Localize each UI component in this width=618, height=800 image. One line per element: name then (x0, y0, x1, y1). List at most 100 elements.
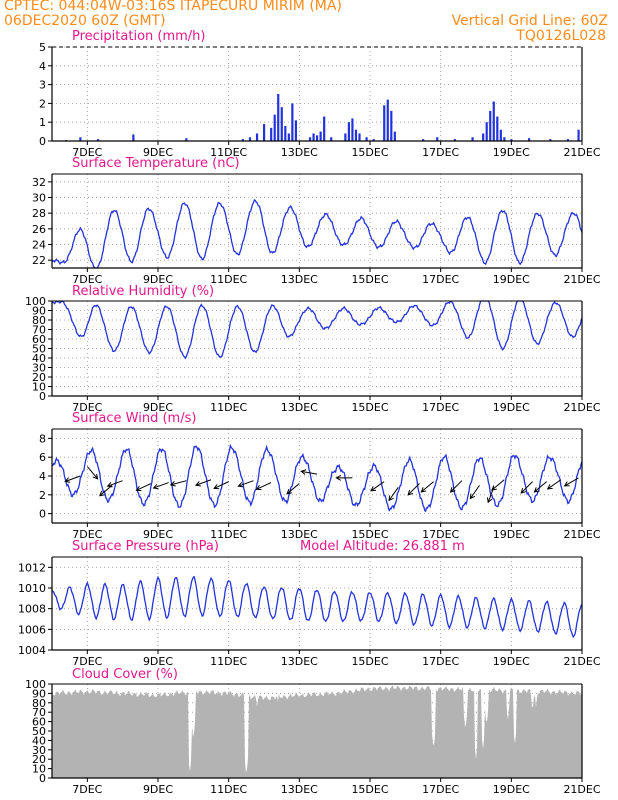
press-title: Surface Pressure (hPa) (72, 539, 219, 554)
press-xtick-label: 15DEC (351, 655, 388, 668)
precip-bar (330, 137, 333, 141)
precip-bar (96, 139, 100, 141)
rh-ytick-label: 10 (32, 381, 46, 394)
precip-bar (287, 133, 290, 141)
wind-vector (421, 481, 434, 493)
wind-vector (407, 483, 420, 496)
cloud-xtick-label: 15DEC (351, 783, 388, 796)
wind-vector-head (520, 488, 527, 494)
wind-vector-head (255, 485, 262, 491)
precip-bar (270, 127, 273, 141)
wind-ytick-label: 0 (39, 508, 46, 521)
precip-bar (422, 139, 425, 141)
precip-bar (577, 129, 580, 141)
wind-vector-head (491, 485, 498, 491)
precip-ytick-label: 0 (39, 135, 46, 148)
precip-bar (277, 94, 280, 141)
wind-vector-head (213, 484, 220, 490)
wind-vector-head (370, 486, 377, 492)
wind-vector-head (563, 481, 570, 487)
wind-vector (491, 479, 505, 491)
wind-vector (534, 481, 547, 493)
wind-title: Surface Wind (m/s) (72, 411, 197, 426)
wind-vector (107, 480, 123, 487)
precip-xtick-label: 19DEC (493, 146, 530, 159)
cloud-xtick-label: 21DEC (563, 783, 600, 796)
precip-bar (255, 133, 259, 141)
cloud-ytick-label: 50 (32, 725, 46, 738)
rh-ytick-label: 30 (32, 362, 46, 375)
wind-xtick-label: 17DEC (422, 528, 459, 541)
temp-ytick-label: 24 (32, 239, 46, 252)
press-ytick-label: 1004 (18, 644, 46, 657)
wind-vector (469, 485, 480, 499)
precip-bar (273, 114, 276, 141)
press-xtick-label: 19DEC (493, 655, 530, 668)
cloud-xtick-label: 13DEC (281, 783, 318, 796)
wind-vector-head (286, 488, 293, 495)
wind-vector-head (533, 487, 540, 493)
wind-vector-head (237, 482, 244, 488)
precip-bar (482, 133, 485, 141)
precip-bar (263, 124, 266, 141)
wind-vector (301, 470, 318, 475)
precip-ytick-label: 5 (39, 41, 46, 54)
cloud-xtick-label: 7DEC (72, 783, 102, 796)
precip-bar (358, 133, 361, 141)
precip-bar (436, 137, 439, 141)
wind-ytick-label: 4 (39, 470, 46, 483)
press-ytick-label: 1008 (18, 603, 46, 616)
precip-xtick-label: 21DEC (563, 146, 600, 159)
precip-bar (294, 120, 297, 141)
press-xtick-label: 13DEC (281, 655, 318, 668)
wind-xtick-label: 19DEC (493, 528, 530, 541)
wind-vector (286, 483, 300, 495)
precip-bar (132, 134, 135, 141)
precip-bar (386, 99, 389, 141)
precip-bar (344, 133, 347, 141)
rh-xtick-label: 9DEC (143, 401, 173, 414)
precip-bar (316, 135, 319, 141)
rh-ytick-label: 0 (39, 390, 46, 403)
rh-xtick-label: 21DEC (563, 401, 600, 414)
wind-vector (520, 481, 533, 494)
wind-vector (564, 477, 579, 487)
precip-xtick-label: 11DEC (210, 146, 247, 159)
cloud-ytick-label: 70 (32, 706, 46, 719)
wind-vector (370, 481, 385, 492)
temp-xtick-label: 7DEC (72, 273, 102, 286)
wind-vector (170, 480, 187, 486)
precip-bar (549, 139, 552, 141)
wind-vector-head (300, 469, 307, 475)
precip-bar (79, 137, 82, 141)
wind-vector-head (64, 477, 71, 483)
cloud-area (52, 685, 582, 778)
precip-bar (510, 139, 513, 141)
precip-bar (365, 137, 368, 141)
wind-ytick-label: 8 (39, 432, 46, 445)
cloud-ytick-label: 90 (32, 687, 46, 700)
rh-ytick-label: 20 (32, 371, 46, 384)
header-model-id: TQ0126L028 (516, 28, 606, 44)
precip-bar (284, 125, 287, 141)
precip-bar (492, 101, 495, 141)
rh-ytick-label: 80 (32, 314, 46, 327)
wind-vector-head (420, 487, 427, 493)
temp-xtick-label: 13DEC (281, 273, 318, 286)
wind-ytick-label: 6 (39, 451, 46, 464)
wind-vector-head (486, 497, 493, 504)
rh-ytick-label: 70 (32, 324, 46, 337)
wind-vector (86, 466, 99, 480)
wind-vector-head (388, 495, 394, 502)
precip-bar (347, 122, 350, 141)
precip-bar (185, 138, 188, 141)
press-xtick-label: 9DEC (143, 655, 173, 668)
wind-vector (213, 481, 229, 489)
rh-title: Relative Humidity (%) (72, 284, 215, 299)
rh-series-line (51, 300, 583, 360)
temp-ytick-label: 26 (32, 223, 46, 236)
precip-bar (291, 103, 294, 141)
cloud-title: Cloud Cover (%) (72, 667, 178, 682)
header-grid-note: Vertical Grid Line: 60Z (451, 13, 608, 29)
